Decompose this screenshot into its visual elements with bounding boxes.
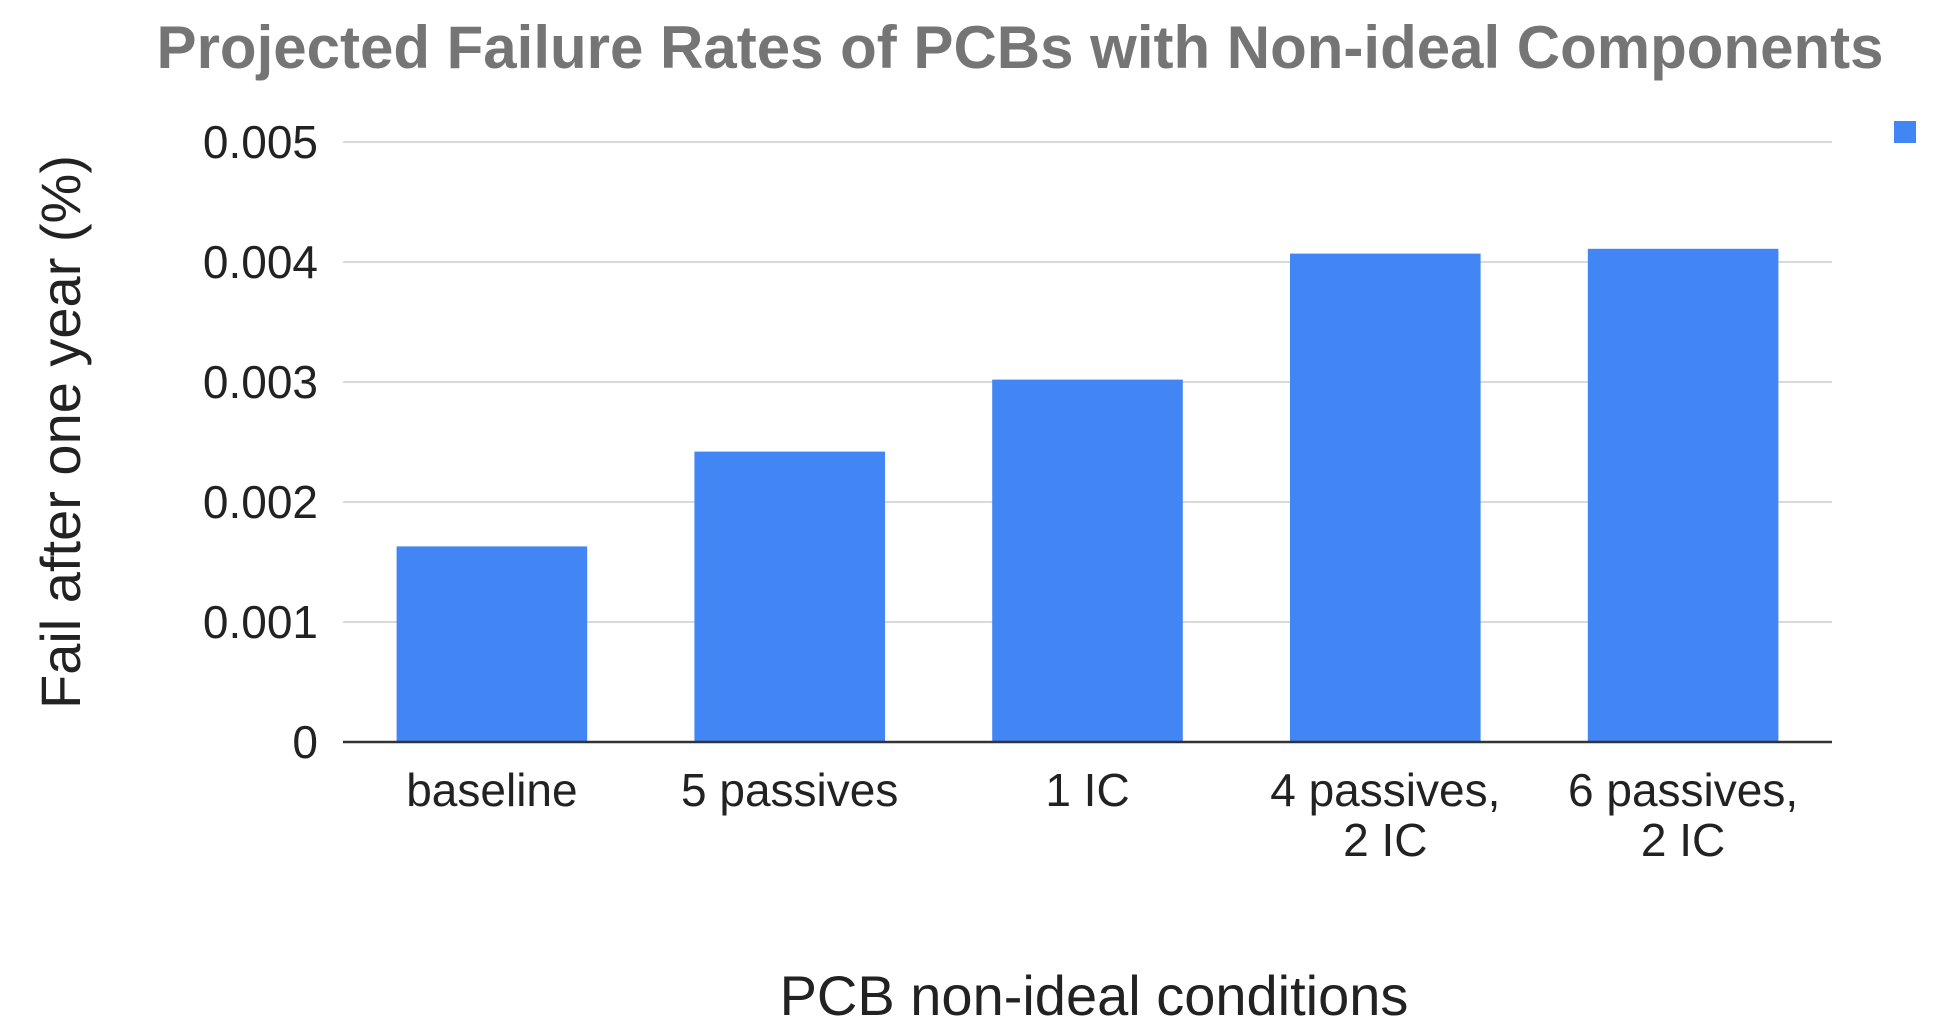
- x-tick-label: 6 passives, 2 IC: [1568, 764, 1798, 866]
- bar: [694, 451, 885, 742]
- x-tick-label-line: 5 passives: [681, 764, 898, 816]
- x-tick-label-line: 2 IC: [1641, 814, 1725, 866]
- y-axis-title: Fail after one year (%): [29, 155, 92, 709]
- x-tick-label: 1 IC: [1045, 764, 1129, 816]
- bar: [396, 546, 588, 742]
- y-tick-label: 0.002: [203, 476, 318, 528]
- x-tick-label: baseline: [406, 764, 577, 816]
- legend-swatch: [1894, 121, 1916, 143]
- bar: [992, 379, 1183, 742]
- bars: [396, 248, 1779, 743]
- y-tick-label: 0.001: [203, 596, 318, 648]
- bar: [1587, 248, 1779, 743]
- y-tick-label: 0.004: [203, 236, 318, 288]
- bar: [1290, 253, 1481, 742]
- x-tick-label-line: baseline: [406, 764, 577, 816]
- x-tick-label-line: 1 IC: [1045, 764, 1129, 816]
- y-tick-label: 0.003: [203, 356, 318, 408]
- y-tick-label: 0: [292, 716, 318, 768]
- chart-title: Projected Failure Rates of PCBs with Non…: [157, 14, 1884, 81]
- y-axis-ticks: 0 0.001 0.002 0.003 0.004 0.005: [203, 116, 318, 768]
- x-tick-label: 5 passives: [681, 764, 898, 816]
- x-axis-title: PCB non-ideal conditions: [780, 964, 1409, 1027]
- y-tick-label: 0.005: [203, 116, 318, 168]
- x-tick-label-line: 4 passives,: [1270, 764, 1500, 816]
- x-axis-ticks: baseline 5 passives 1 IC 4 passives, 2 IC6 p…: [406, 764, 1798, 866]
- x-tick-label-line: 2 IC: [1343, 814, 1427, 866]
- x-tick-label-line: 6 passives,: [1568, 764, 1798, 816]
- x-tick-label: 4 passives, 2 IC: [1270, 764, 1500, 866]
